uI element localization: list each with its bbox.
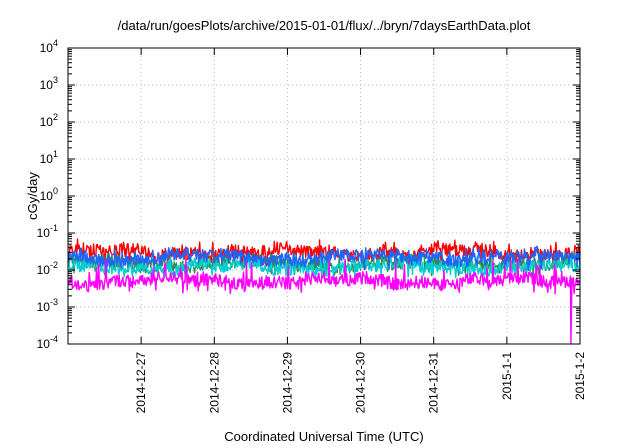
chart-title: /data/run/goesPlots/archive/2015-01-01/f… — [118, 18, 531, 33]
y-tick-label: 102 — [40, 112, 58, 129]
x-tick-labels: 2014-12-27 2014-12-28 2014-12-29 2014-12-30… — [134, 352, 587, 414]
grid — [68, 48, 580, 344]
y-tick-label: 10-4 — [37, 334, 58, 351]
y-tick-label: 10-3 — [37, 297, 58, 314]
series-line — [67, 245, 581, 271]
x-tick-label: 2014-12-31 — [427, 352, 441, 414]
y-tick-label: 104 — [40, 38, 58, 55]
y-tick-label: 103 — [40, 75, 58, 92]
y-tick-labels: 10-4 10-3 10-2 10-1 100 101 102 103 104 — [37, 38, 58, 351]
x-tick-label: 2015-1-1 — [500, 352, 514, 400]
x-axis-label: Coordinated Universal Time (UTC) — [224, 429, 423, 444]
series-line — [67, 258, 581, 345]
y-tick-label: 10-2 — [37, 260, 58, 277]
y-tick-label: 100 — [40, 186, 58, 203]
tick-marks — [68, 47, 581, 345]
x-tick-label: 2014-12-30 — [354, 352, 368, 414]
x-tick-label: 2014-12-28 — [207, 352, 221, 414]
x-tick-label: 2015-1-2 — [573, 352, 587, 400]
x-tick-label: 2014-12-27 — [134, 352, 148, 414]
x-tick-label: 2014-12-29 — [280, 352, 294, 414]
plot-area — [67, 238, 581, 345]
y-tick-label: 10-1 — [37, 223, 58, 240]
y-axis-label: cGy/day — [25, 172, 40, 220]
y-tick-label: 101 — [40, 149, 58, 166]
